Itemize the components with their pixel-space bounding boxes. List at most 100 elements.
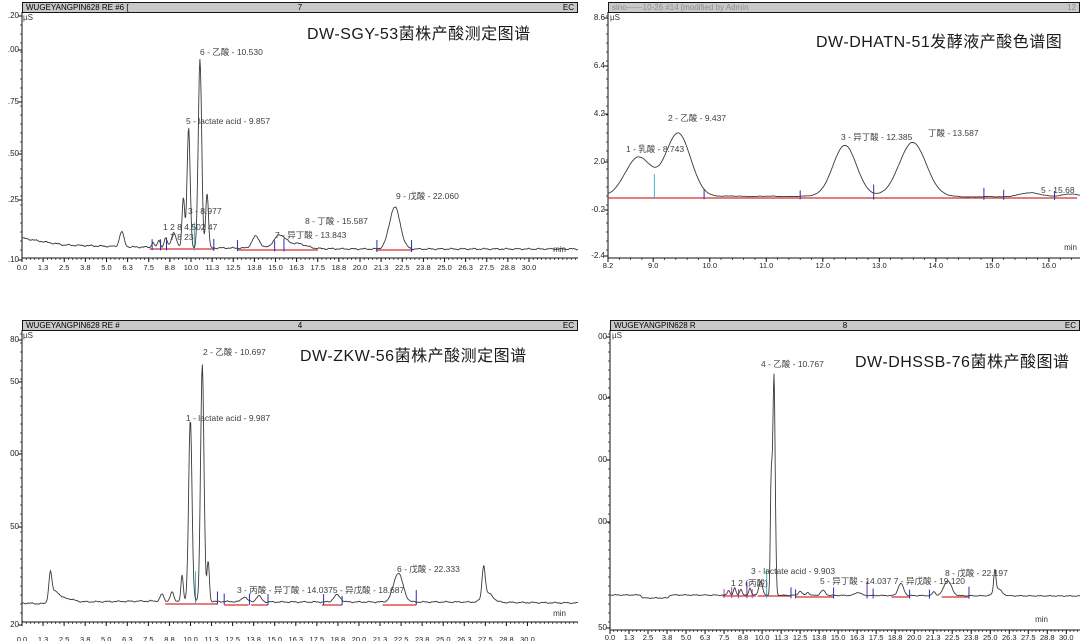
x-axis-label: 15.0 xyxy=(268,263,283,272)
x-axis-label: 3.8 xyxy=(80,263,90,272)
x-axis-label: 23.8 xyxy=(415,635,430,641)
chromatogram-trace xyxy=(610,373,1080,599)
x-axis-label: 13.8 xyxy=(246,635,261,641)
x-axis-label: 6.3 xyxy=(700,633,710,641)
x-axis-label: 12.5 xyxy=(225,635,240,641)
chromatogram-panel-top-right: sino——10-26 #14 [modified by Admin 12 8.2 9… xyxy=(583,0,1080,300)
x-axis-label: 17.5 xyxy=(310,635,325,641)
x-axis-label: 17.5 xyxy=(310,263,325,272)
window-title-center: 7 xyxy=(297,3,303,12)
x-axis-label: 16.0 xyxy=(1042,261,1057,270)
x-axis-label: 12.5 xyxy=(793,633,808,641)
y-axis-unit-label: µS xyxy=(610,13,620,22)
x-axis-label: 11.3 xyxy=(205,263,219,272)
peak-label: 8 - 丁酸 - 15.587 xyxy=(305,216,368,226)
y-axis-label: .50 xyxy=(7,149,19,158)
x-axis-label: 16.3 xyxy=(288,635,303,641)
x-axis-label: 2.5 xyxy=(59,263,69,272)
peak-label: 5 - lactate acid - 9.857 xyxy=(186,116,271,126)
peak-label: 1 2 (丙酸) xyxy=(731,578,768,588)
y-axis-label: 8.6 xyxy=(593,13,605,22)
peak-label: 8 - 戊酸 - 22.197 xyxy=(945,568,1008,578)
plot-svg: 0.0 1.3 2.5 3.8 5.0 6.3 7.5 8.8 10.0 11.3 12.5 13.8… xyxy=(17,330,578,641)
y-axis-label: 50 xyxy=(598,623,607,632)
x-axis-label: 0.0 xyxy=(17,635,27,641)
x-axis-unit-label: min xyxy=(1035,615,1048,624)
x-axis-label: 2.5 xyxy=(643,633,653,641)
y-axis-unit-label: µS xyxy=(23,13,33,22)
peak-label: 2 - 乙酸 - 9.437 xyxy=(668,113,727,123)
peak-label: 3 - lactate acid - 9.903 xyxy=(751,566,836,576)
y-axis-label: 00 xyxy=(598,332,607,341)
x-axis-label: 11.3 xyxy=(205,635,219,641)
x-axis-label: 8.2 xyxy=(603,261,613,270)
y-axis-label: 4.2 xyxy=(593,109,605,118)
window-title-right: EC xyxy=(1064,321,1076,330)
x-axis-label: 13.8 xyxy=(247,263,262,272)
y-axis-label: 2.0 xyxy=(593,157,605,166)
peak-label: 1 - lactate acid - 9.987 xyxy=(186,413,271,423)
y-axis-label: -0.2 xyxy=(591,205,605,214)
x-axis-label: 27.5 xyxy=(1021,633,1036,641)
y-axis-label: .10 xyxy=(7,255,19,264)
x-axis-label: 20.0 xyxy=(907,633,922,641)
chart-title: DW-ZKW-56菌株产酸测定图谱 xyxy=(300,348,527,365)
y-axis-label: .25 xyxy=(7,195,19,204)
x-axis-label: 15.0 xyxy=(831,633,846,641)
x-axis-unit-label: min xyxy=(553,609,566,618)
x-axis-label: 20.0 xyxy=(352,635,367,641)
x-axis-label: 0.0 xyxy=(605,633,615,641)
y-axis-label: 6.4 xyxy=(593,61,605,70)
x-axis-label: 10.0 xyxy=(702,261,717,270)
window-title-right: EC xyxy=(562,321,574,330)
x-axis-label: 28.8 xyxy=(499,635,514,641)
window-title-center: 4 xyxy=(297,321,303,330)
x-axis-label: 12.5 xyxy=(226,263,241,272)
x-axis-label: 27.5 xyxy=(479,263,494,272)
y-axis-label: 80 xyxy=(10,335,19,344)
x-axis-label: 5.0 xyxy=(101,635,111,641)
x-axis-label: 28.8 xyxy=(501,263,516,272)
x-axis-label: 13.0 xyxy=(872,261,887,270)
chromatogram-panel-bottom-left: WUGEYANGPIN628 RE # 4 EC 0.0 1.3 2.5 3.8 5.0 6.3… xyxy=(0,318,578,641)
chart-title: DW-SGY-53菌株产酸测定图谱 xyxy=(307,26,531,43)
peak-label: 3 - 异丁酸 - 12.385 xyxy=(841,132,913,142)
chart-title: DW-DHATN-51发酵液产酸色谱图 xyxy=(816,34,1063,51)
window-titlebar[interactable]: WUGEYANGPIN628 RE #6 [7 EC xyxy=(22,2,578,13)
peak-label: 2 - 乙酸 - 10.697 xyxy=(203,347,266,357)
x-axis-label: 28.8 xyxy=(1040,633,1055,641)
x-axis-label: 6.3 xyxy=(122,263,132,272)
x-axis-label: 18.8 xyxy=(331,635,346,641)
y-axis-label: .75 xyxy=(7,97,19,106)
x-axis-label: 26.3 xyxy=(458,263,473,272)
x-axis-label: 17.5 xyxy=(869,633,884,641)
x-axis-label: 10.0 xyxy=(755,633,770,641)
x-axis-unit-label: min xyxy=(553,245,566,254)
x-axis-label: 30.0 xyxy=(522,263,537,272)
x-axis-label: 30.0 xyxy=(520,635,535,641)
peak-label: 1 - 乳酸 - 8.743 xyxy=(626,144,685,154)
y-axis-label: 50 xyxy=(10,522,19,531)
x-axis-label: 23.8 xyxy=(964,633,979,641)
y-axis-label: -2.4 xyxy=(591,251,605,260)
x-axis-label: 21.3 xyxy=(373,635,388,641)
window-title-right: EC xyxy=(562,3,574,12)
window-title-text: WUGEYANGPIN628 RE # xyxy=(26,321,120,330)
chromatogram-panel-top-left: WUGEYANGPIN628 RE #6 [7 EC 0.0 1.3 2.5 3.8 5.0… xyxy=(0,0,578,300)
peak-label: 4 - 乙酸 - 10.767 xyxy=(761,359,824,369)
x-axis-label: 8.8 xyxy=(738,633,748,641)
chart-title: DW-DHSSB-76菌株产酸图谱 xyxy=(855,354,1070,371)
plot-svg: 8.2 9.0 10.0 11.0 12.0 13.0 14.0 15.0 16.0 min xyxy=(603,12,1080,270)
window-titlebar[interactable]: WUGEYANGPIN628 RE # 4 EC xyxy=(22,320,578,331)
peak-label: 3 - 8.977 xyxy=(188,206,222,216)
peak-label: 丁酸 - 13.587 xyxy=(928,128,979,138)
x-axis-label: 15.0 xyxy=(985,261,1000,270)
x-axis-label: 7.5 xyxy=(144,263,154,272)
y-axis-label: 50 xyxy=(10,377,19,386)
y-axis-label: 00 xyxy=(10,449,19,458)
x-axis-label: 21.3 xyxy=(374,263,389,272)
x-axis-label: 27.5 xyxy=(478,635,493,641)
x-axis-label: 11.0 xyxy=(759,261,773,270)
peak-label: 7 - 异丁酸 - 13.843 xyxy=(275,230,347,240)
